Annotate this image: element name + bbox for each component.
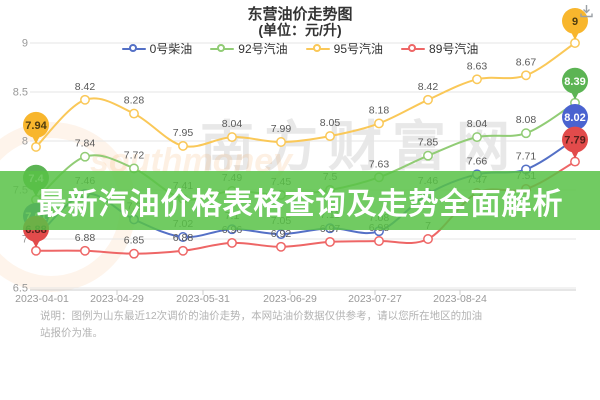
svg-text:7.66: 7.66 [467,155,488,167]
legend-line-icon [121,43,146,52]
svg-text:7.99: 7.99 [271,123,292,135]
svg-text:7.95: 7.95 [173,127,194,139]
svg-text:8.04: 8.04 [222,118,243,130]
legend-line-icon [401,43,426,52]
save-as-image-button[interactable] [579,4,594,24]
legend-label: 95号汽油 [333,42,384,56]
svg-text:8.5: 8.5 [13,87,28,99]
svg-text:8.18: 8.18 [369,104,390,116]
svg-text:7.72: 7.72 [124,149,145,161]
svg-text:7.84: 7.84 [75,138,96,150]
svg-text:2023-04-29: 2023-04-29 [90,293,144,305]
disclaimer-note: 说明：图例为山东最近12次调价的油价走势，本网站油价数据仅供参考，请以您所在地区… [40,310,483,339]
legend-label: 89号汽油 [429,42,479,56]
legend-label: 92号汽油 [238,42,288,56]
chart-legend: 0号柴油 92号汽油 95号汽油 89号汽油 [0,40,600,57]
svg-text:7.85: 7.85 [418,137,439,149]
svg-text:8.04: 8.04 [467,118,488,130]
svg-text:8.02: 8.02 [564,112,585,124]
download-icon [580,5,593,18]
svg-text:9: 9 [22,38,28,50]
legend-item-0[interactable]: 0号柴油 [121,40,193,57]
svg-text:8.63: 8.63 [467,60,488,72]
svg-text:7: 7 [22,234,28,246]
svg-text:6.5: 6.5 [13,283,28,295]
svg-text:2023-08-24: 2023-08-24 [433,293,487,305]
legend-item-1[interactable]: 92号汽油 [210,40,288,57]
svg-text:8.42: 8.42 [75,81,96,93]
svg-text:8.67: 8.67 [516,56,537,68]
svg-text:6.85: 6.85 [124,235,145,247]
svg-text:2023-06-29: 2023-06-29 [263,293,317,305]
svg-text:8.08: 8.08 [516,114,537,126]
headline-text: 最新汽油价格表格查询及走势全面解析 [36,187,564,221]
page-title: 东营油价走势图 [247,6,353,23]
chart-subtitle: (单位：元/升) [258,22,342,38]
legend-item-3[interactable]: 89号汽油 [401,40,478,57]
svg-text:2023-04-01: 2023-04-01 [15,293,69,305]
svg-text:6.88: 6.88 [75,232,96,244]
svg-text:7.71: 7.71 [516,150,537,162]
svg-text:7.63: 7.63 [369,158,390,170]
svg-text:8: 8 [22,136,28,148]
legend-line-icon [305,43,330,52]
svg-text:8.42: 8.42 [418,81,439,93]
watermark-cn: 南方财富网 [200,117,520,177]
svg-text:9: 9 [572,16,578,28]
svg-text:7.79: 7.79 [564,135,585,147]
headline-overlay-banner: 最新汽油价格表格查询及走势全面解析 [0,171,600,230]
svg-text:7.94: 7.94 [25,120,47,132]
svg-text:2023-07-27: 2023-07-27 [348,293,402,305]
svg-text:8.39: 8.39 [564,76,585,88]
svg-text:8.28: 8.28 [124,95,145,107]
legend-item-2[interactable]: 95号汽油 [305,40,384,57]
legend-label: 0号柴油 [149,42,193,56]
svg-text:6.92: 6.92 [271,228,292,240]
legend-line-icon [210,43,235,52]
svg-text:6.88: 6.88 [173,232,194,244]
svg-text:8.05: 8.05 [320,117,341,129]
svg-text:2023-05-31: 2023-05-31 [176,293,230,305]
